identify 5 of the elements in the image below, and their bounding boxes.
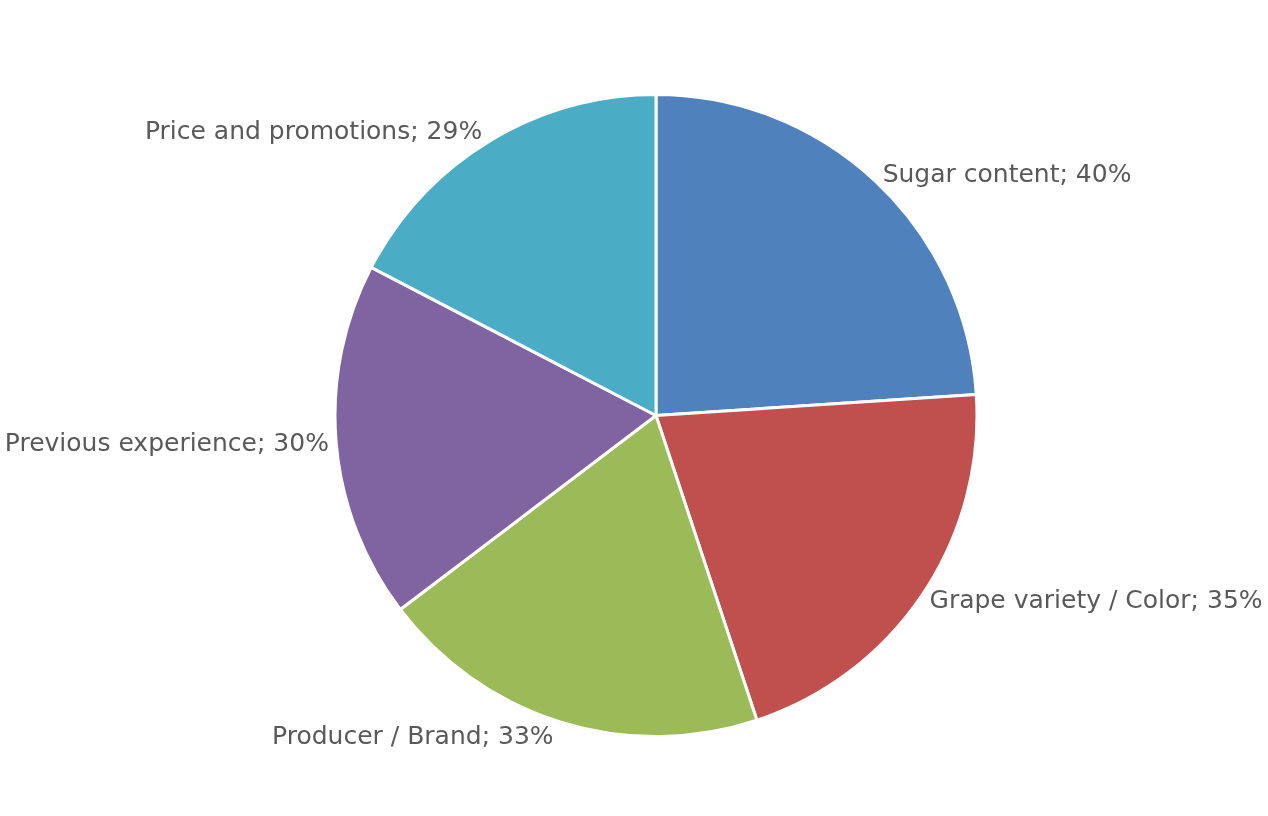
slice-label: Previous experience; 30% bbox=[4, 428, 329, 458]
slice-label: Sugar content; 40% bbox=[882, 158, 1132, 188]
slice-label: Grape variety / Color; 35% bbox=[929, 584, 1263, 614]
slice-label: Producer / Brand; 33% bbox=[272, 720, 554, 750]
slice-label: Price and promotions; 29% bbox=[144, 116, 483, 145]
